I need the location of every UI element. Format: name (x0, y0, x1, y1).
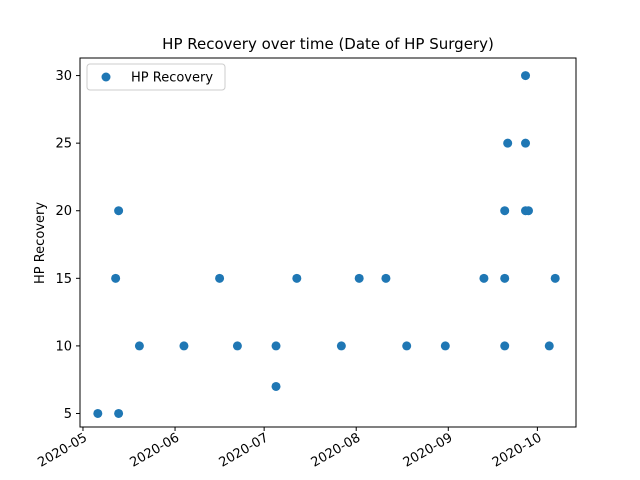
x-tick-label: 2020-05 (35, 430, 90, 470)
data-point (500, 273, 510, 283)
data-point (114, 206, 124, 216)
y-tick-label: 20 (55, 204, 72, 219)
y-tick-label: 10 (55, 339, 72, 354)
y-ticks: 5 10 15 20 25 30 (55, 69, 80, 422)
data-point (523, 206, 533, 216)
data-point (500, 341, 510, 351)
x-tick-label: 2020-09 (401, 430, 456, 470)
legend-marker (101, 72, 111, 82)
y-tick-label: 30 (55, 69, 72, 84)
legend-frame (86, 63, 226, 91)
data-point (215, 273, 225, 283)
data-point (354, 273, 364, 283)
x-tick-label: 2020-07 (217, 430, 272, 470)
y-tick-label: 5 (64, 407, 72, 422)
data-point (271, 341, 281, 351)
data-point (381, 273, 391, 283)
x-tick-label: 2020-06 (127, 430, 182, 470)
data-point (114, 408, 124, 418)
data-point (500, 206, 510, 216)
data-point (521, 71, 531, 81)
y-tick-label: 25 (55, 137, 72, 152)
legend: HP Recovery (86, 63, 226, 91)
data-point (179, 341, 189, 351)
y-axis-label: HP Recovery (33, 202, 48, 284)
x-tick-label: 2020-08 (309, 430, 364, 470)
data-point (521, 138, 531, 148)
data-point (134, 341, 144, 351)
data-point (232, 341, 242, 351)
data-point (440, 341, 450, 351)
x-tick-label: 2020-10 (490, 430, 545, 470)
data-point (292, 273, 302, 283)
data-point (111, 273, 121, 283)
chart-title: HP Recovery over time (Date of HP Surger… (162, 35, 494, 53)
y-tick-label: 15 (55, 272, 72, 287)
data-point (544, 341, 554, 351)
x-ticks: 2020-05 2020-06 2020-07 2020-08 2020-09 2020-… (35, 427, 544, 471)
data-point (271, 381, 281, 391)
data-point (503, 138, 513, 148)
plot-area-frame (79, 57, 577, 428)
scatter-points (93, 71, 560, 418)
data-point (402, 341, 412, 351)
data-point (550, 273, 560, 283)
legend-label: HP Recovery (131, 71, 213, 86)
data-point (479, 273, 489, 283)
data-point (336, 341, 346, 351)
data-point (93, 408, 103, 418)
